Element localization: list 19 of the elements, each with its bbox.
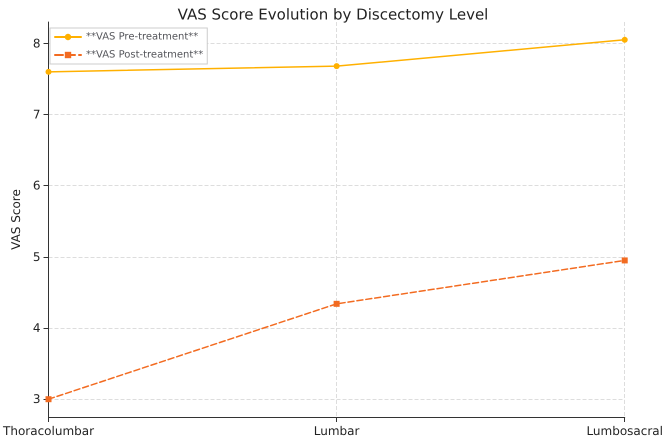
y-tick-label: 3 [32,392,41,406]
legend-label: **VAS Pre-treatment** [86,32,198,42]
x-tick-label: Lumbar [314,424,360,438]
y-tick-label: 4 [32,321,41,336]
y-tick-label: 8 [32,36,41,50]
y-tick-label: 5 [32,250,41,264]
point [622,36,628,43]
point [334,63,340,70]
legend-label: **VAS Post-treatment** [86,50,204,60]
chart-title: VAS Score Evolution by Discectomy Level [178,6,488,24]
x-tick-label: Lumbosacral [586,424,664,438]
point [622,257,628,264]
y-axis-title: VAS Score [8,189,23,250]
y-tick-label: 7 [32,108,41,122]
point [334,300,340,307]
point [46,68,52,75]
y-tick-label: 6 [32,178,41,193]
point [46,396,52,402]
x-tick-label: Thoracolumbar [2,424,94,438]
